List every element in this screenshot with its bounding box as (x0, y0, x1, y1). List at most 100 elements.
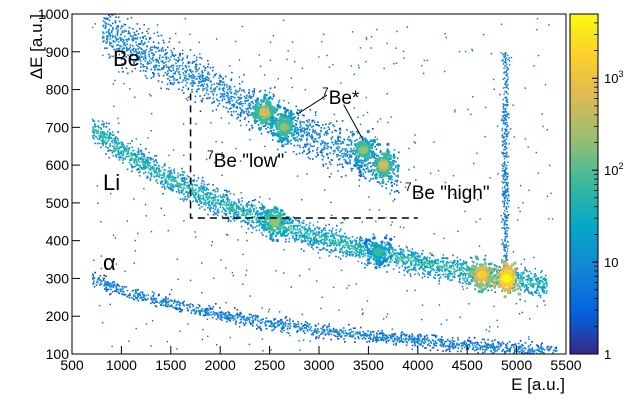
count-point (193, 310, 195, 312)
count-point (423, 262, 425, 264)
count-point (246, 212, 249, 215)
count-point (235, 205, 238, 207)
count-point (278, 320, 281, 323)
count-point (162, 183, 164, 186)
count-point (101, 280, 103, 283)
count-point (394, 261, 396, 264)
count-point (410, 341, 413, 343)
count-point (151, 49, 153, 51)
count-point (314, 228, 316, 231)
count-point (118, 147, 120, 149)
count-point (208, 308, 210, 311)
count-point (388, 334, 391, 336)
count-point (202, 77, 204, 80)
count-point (537, 286, 539, 289)
count-point (496, 278, 498, 280)
count-point (112, 286, 114, 289)
count-point (303, 225, 306, 228)
count-point (221, 311, 224, 314)
count-point (137, 295, 139, 297)
count-point (142, 153, 145, 155)
count-point (291, 219, 294, 221)
count-point (525, 286, 528, 288)
count-point (348, 254, 351, 256)
count-point (391, 253, 393, 255)
count-point (299, 231, 301, 233)
count-point (106, 140, 109, 143)
count-point (206, 188, 208, 191)
count-point (153, 160, 155, 163)
count-point (255, 221, 258, 224)
count-point (354, 327, 356, 329)
count-point (440, 338, 443, 341)
count-point (324, 329, 326, 332)
count-point (110, 292, 112, 295)
count-point (475, 349, 478, 351)
count-point (205, 195, 208, 198)
count-point (345, 249, 348, 252)
count-point (165, 181, 168, 183)
count-point (372, 233, 375, 236)
count-point (306, 228, 308, 231)
count-point (517, 350, 519, 353)
count-point (282, 323, 285, 326)
count-point (170, 177, 173, 180)
count-point (405, 245, 408, 248)
count-point (99, 132, 102, 135)
count-point (245, 322, 247, 324)
count-point (147, 298, 149, 300)
count-point (200, 185, 203, 187)
count-point (396, 335, 399, 338)
count-point (272, 93, 275, 96)
count-point (146, 156, 148, 159)
count-point (112, 149, 115, 152)
count-point (497, 345, 500, 348)
count-point (414, 344, 416, 347)
count-point (387, 340, 389, 342)
count-point (195, 188, 197, 191)
count-point (441, 270, 444, 273)
count-point (105, 284, 108, 286)
count-point (131, 297, 133, 299)
count-point (286, 222, 288, 224)
count-point (181, 176, 184, 179)
count-point (147, 28, 150, 30)
count-point (96, 132, 98, 135)
count-point (479, 345, 482, 348)
count-point (207, 73, 209, 75)
count-point (308, 224, 311, 227)
count-point (341, 120, 344, 122)
count-point (230, 313, 232, 316)
count-point (519, 298, 521, 301)
count-point (119, 151, 122, 153)
count-point (498, 347, 500, 350)
count-point (458, 263, 460, 265)
count-point (486, 286, 489, 288)
count-point (250, 225, 252, 227)
count-point (202, 314, 205, 316)
count-point (359, 251, 361, 253)
count-point (472, 347, 475, 350)
count-point (217, 315, 219, 318)
count-point (352, 334, 355, 336)
count-point (189, 200, 191, 202)
count-point (277, 320, 279, 322)
count-point (280, 225, 282, 228)
count-point (224, 314, 226, 317)
count-point (249, 208, 251, 210)
count-point (526, 281, 529, 283)
count-point (278, 225, 281, 227)
count-point (206, 193, 209, 195)
count-point (214, 196, 217, 199)
count-point (373, 256, 375, 258)
count-point (280, 319, 283, 321)
count-point (537, 294, 540, 297)
count-point (220, 317, 222, 319)
count-point (493, 263, 496, 266)
count-point (96, 142, 99, 145)
count-point (133, 158, 136, 160)
count-point (522, 277, 525, 279)
count-point (421, 340, 424, 343)
count-point (467, 347, 470, 349)
count-point (192, 189, 195, 192)
